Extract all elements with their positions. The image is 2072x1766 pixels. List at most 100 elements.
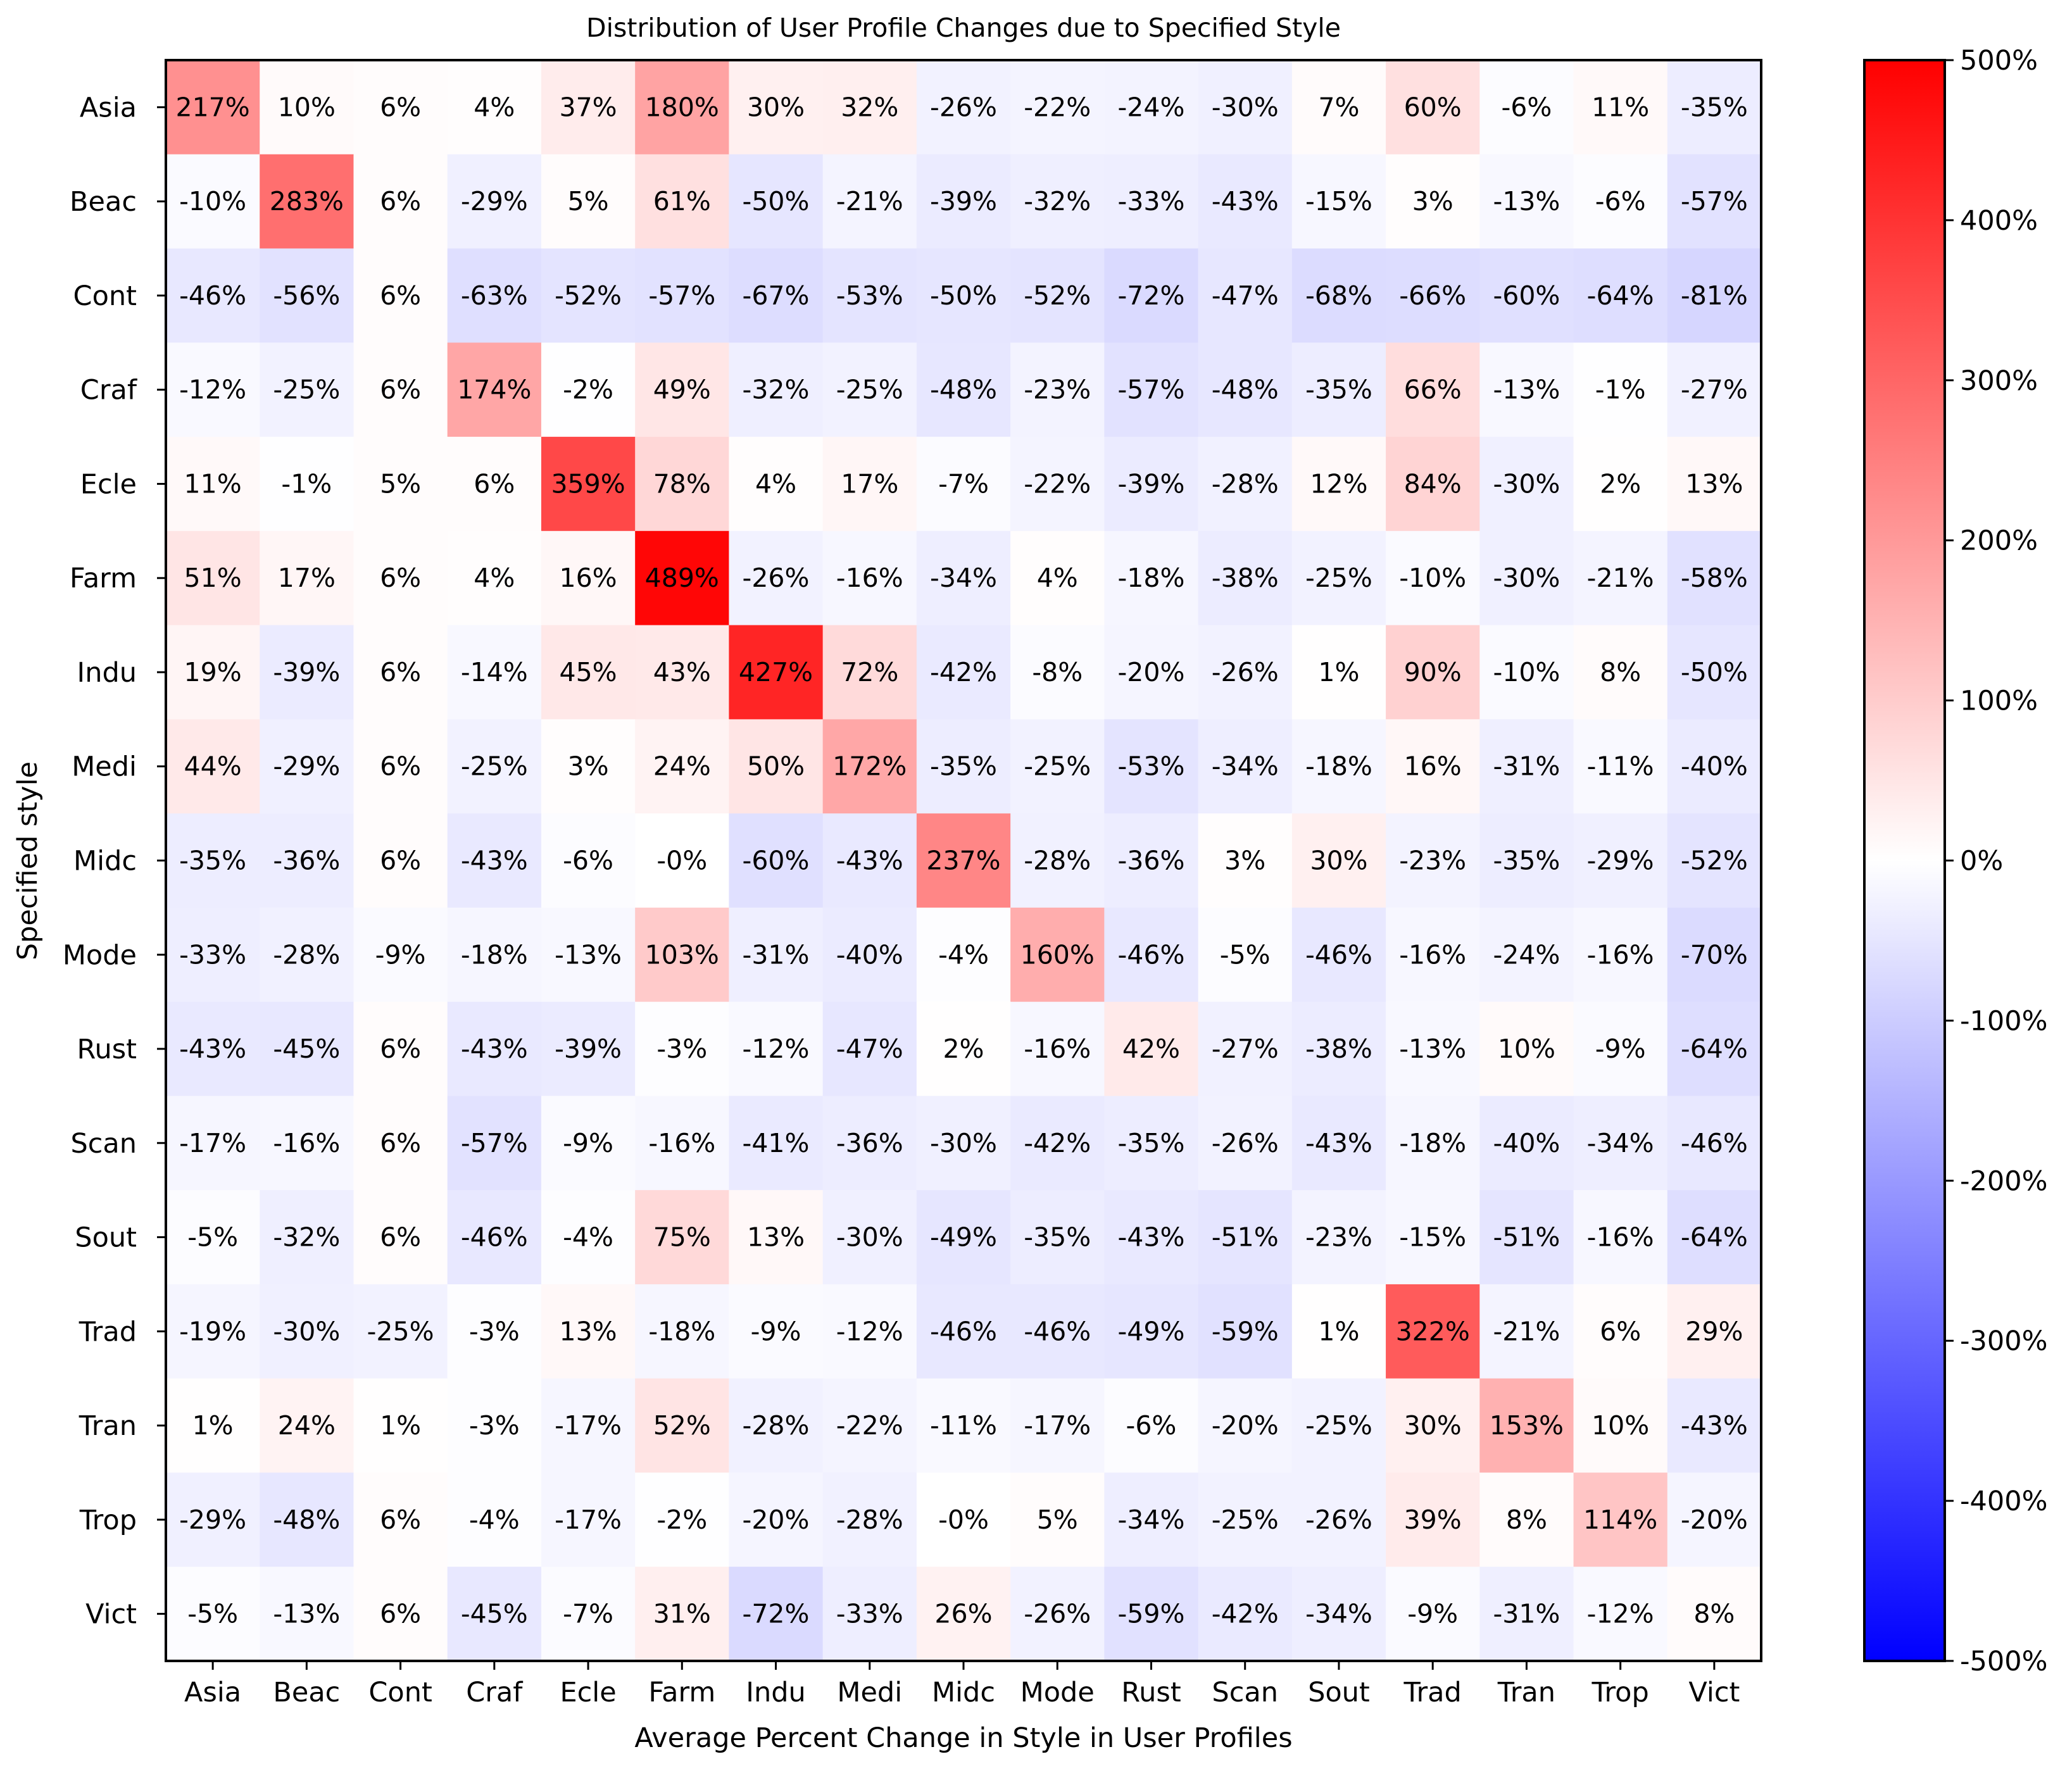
heatmap-cell: [1198, 1001, 1293, 1097]
heatmap-cell: [822, 437, 917, 532]
heatmap-cell: [447, 1096, 542, 1191]
heatmap-cell: [447, 530, 542, 626]
cell-value-label: -35%: [1118, 1128, 1185, 1158]
heatmap-cell: [822, 1378, 917, 1474]
heatmap-cell: [822, 154, 917, 249]
cell-value-label: 10%: [1592, 1410, 1649, 1441]
heatmap-cell: [1104, 1378, 1199, 1474]
cell-value-label: -28%: [743, 1410, 810, 1441]
heatmap-cells: [166, 60, 1762, 1662]
cell-value-label: 11%: [1592, 92, 1649, 122]
cell-value-label: 61%: [653, 186, 711, 216]
cell-value-label: 6%: [380, 563, 421, 593]
heatmap-cell: [166, 248, 260, 343]
heatmap-cell: [1010, 1284, 1105, 1379]
heatmap-cell: [1010, 342, 1105, 437]
heatmap-cell: [541, 907, 636, 1003]
cell-value-label: -17%: [1024, 1410, 1091, 1441]
cell-value-label: -20%: [743, 1505, 810, 1535]
heatmap-cell: [1667, 1001, 1762, 1097]
heatmap-cell: [1104, 530, 1199, 626]
heatmap-cell: [447, 60, 542, 155]
cell-value-label: -18%: [1305, 751, 1372, 782]
cell-value-label: 6%: [380, 1505, 421, 1535]
heatmap-cell: [635, 1190, 730, 1285]
heatmap-cell: [822, 1001, 917, 1097]
cell-value-label: 13%: [559, 1316, 617, 1346]
cell-value-label: -6%: [1595, 186, 1646, 216]
heatmap-cell: [541, 719, 636, 814]
heatmap-cell: [353, 1378, 448, 1474]
heatmap-cell: [260, 1378, 355, 1474]
heatmap-cell: [1198, 1472, 1293, 1567]
heatmap-cell: [1104, 719, 1199, 814]
cell-value-label: 26%: [934, 1599, 992, 1629]
heatmap-cell: [729, 1378, 824, 1474]
cell-value-label: -6%: [563, 846, 613, 876]
cell-value-label: -47%: [1212, 280, 1279, 311]
heatmap-cell: [1198, 1190, 1293, 1285]
heatmap-cell: [447, 437, 542, 532]
cell-value-label: -0%: [656, 846, 707, 876]
cell-value-label: 37%: [559, 92, 617, 122]
cell-value-label: -70%: [1681, 939, 1748, 970]
heatmap-cell: [260, 625, 355, 720]
x-tick-label: Trad: [1403, 1677, 1462, 1708]
heatmap-cell: [1479, 248, 1574, 343]
cell-value-label: -16%: [836, 563, 903, 593]
cell-value-label: -49%: [930, 1222, 997, 1253]
heatmap-cell: [1479, 1567, 1574, 1662]
cell-value-label: -31%: [1493, 1599, 1560, 1629]
cell-value-label: -32%: [1024, 186, 1091, 216]
cell-value-label: -42%: [1024, 1128, 1091, 1158]
cell-value-label: 49%: [653, 375, 711, 405]
heatmap-cell: [1104, 1567, 1199, 1662]
heatmap-cell: [1479, 530, 1574, 626]
cell-value-label: 283%: [270, 186, 344, 216]
colorbar-tick-label: 200%: [1960, 525, 2038, 557]
cell-value-label: 6%: [380, 657, 421, 687]
heatmap-cell: [1573, 813, 1668, 908]
heatmap-cell: [916, 1567, 1011, 1662]
cell-value-label: -45%: [273, 1034, 340, 1064]
cell-value-label: -14%: [461, 657, 528, 687]
cell-value-label: -43%: [1681, 1410, 1748, 1441]
heatmap-cell: [729, 1567, 824, 1662]
heatmap-cell: [1198, 1096, 1293, 1191]
heatmap-cell: [729, 1472, 824, 1567]
cell-value-label: -12%: [179, 375, 246, 405]
heatmap-cell: [353, 907, 448, 1003]
heatmap-cell: [635, 907, 730, 1003]
heatmap-cell: [541, 154, 636, 249]
heatmap-cell: [1198, 342, 1293, 437]
heatmap-cell: [1104, 342, 1199, 437]
cell-value-label: -38%: [1212, 563, 1279, 593]
cell-value-label: -26%: [743, 563, 810, 593]
heatmap-cell: [353, 530, 448, 626]
cell-value-label: -52%: [1024, 280, 1091, 311]
heatmap-cell: [1010, 719, 1105, 814]
heatmap-cell: [635, 1378, 730, 1474]
heatmap-cell: [1667, 437, 1762, 532]
y-axis-title: Specified style: [12, 761, 44, 960]
heatmap-cell: [1386, 907, 1480, 1003]
heatmap-cell: [1198, 437, 1293, 532]
heatmap-cell: [729, 625, 824, 720]
heatmap-cell: [635, 813, 730, 908]
heatmap-cell: [447, 342, 542, 437]
heatmap-cell: [1573, 1567, 1668, 1662]
cell-value-label: -47%: [836, 1034, 903, 1064]
y-tick-label: Mode: [63, 939, 137, 971]
cell-value-label: -22%: [836, 1410, 903, 1441]
cell-value-label: -57%: [1118, 375, 1185, 405]
cell-value-label: -25%: [273, 375, 340, 405]
heatmap-cell: [1198, 719, 1293, 814]
y-tick-label: Vict: [85, 1599, 137, 1631]
x-tick-label: Tran: [1497, 1677, 1555, 1708]
cell-value-label: 16%: [1404, 751, 1462, 782]
cell-value-label: -30%: [273, 1316, 340, 1346]
heatmap-cell: [1479, 342, 1574, 437]
cell-value-label: -16%: [648, 1128, 715, 1158]
cell-value-label: 75%: [653, 1222, 711, 1253]
heatmap-cell: [1667, 1472, 1762, 1567]
